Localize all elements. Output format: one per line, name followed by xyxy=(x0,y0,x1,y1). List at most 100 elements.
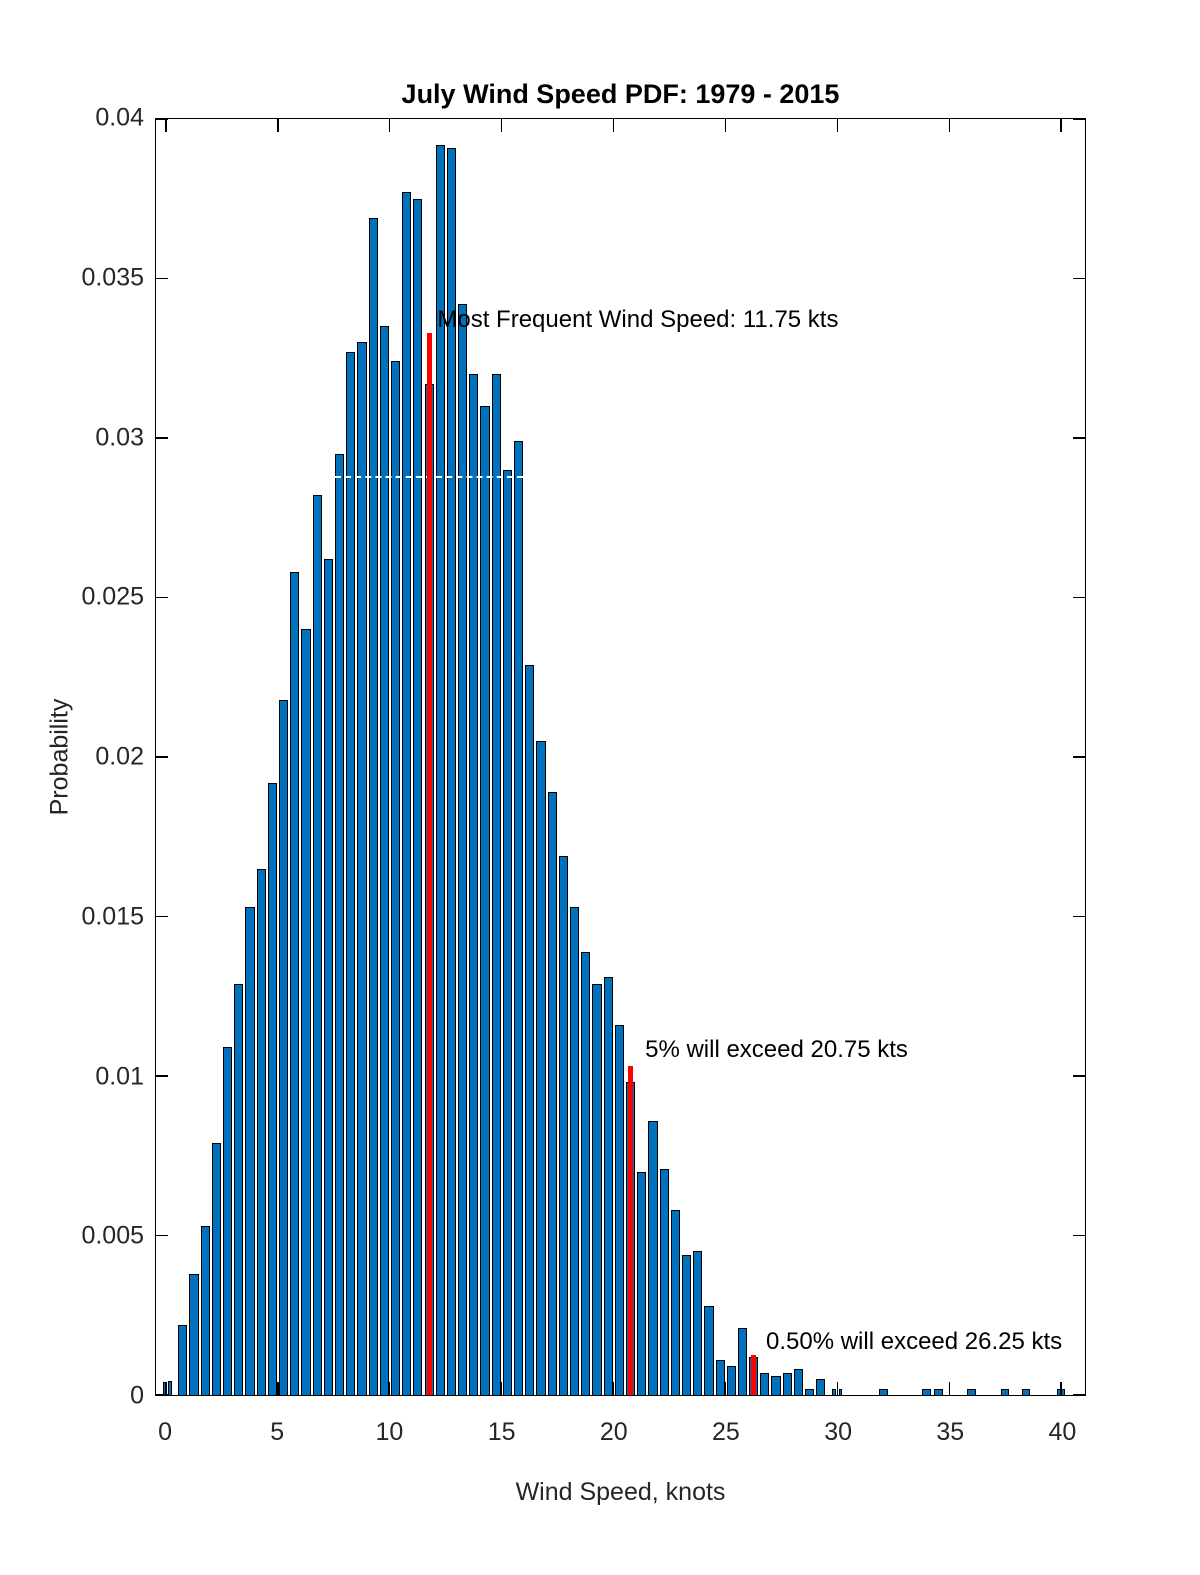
histogram-bar xyxy=(402,192,412,1395)
chart-title: July Wind Speed PDF: 1979 - 2015 xyxy=(401,79,840,109)
histogram-bar xyxy=(693,1251,703,1395)
x-tick xyxy=(500,1382,503,1395)
y-tick-label: 0.025 xyxy=(81,582,144,611)
histogram-bar xyxy=(189,1273,199,1395)
histogram-bar xyxy=(200,1225,210,1395)
histogram-bar xyxy=(390,361,401,1395)
histogram-bar xyxy=(715,1359,725,1395)
x-tick xyxy=(836,119,839,132)
threshold-line-0.5-percent-exceedance xyxy=(751,1355,757,1395)
y-tick xyxy=(1073,118,1085,120)
histogram-bar xyxy=(312,495,322,1395)
y-tick xyxy=(156,1394,168,1396)
histogram-bar xyxy=(301,629,311,1395)
x-tick-label: 15 xyxy=(487,1418,516,1446)
histogram-bar xyxy=(256,868,266,1395)
plot-area: Most Frequent Wind Speed: 11.75 kts 5% wi… xyxy=(155,118,1086,1396)
histogram-bar xyxy=(637,1171,647,1395)
threshold-line-most-frequent xyxy=(426,332,432,1395)
y-tick xyxy=(156,277,168,279)
histogram-bar xyxy=(245,906,255,1395)
histogram-bar xyxy=(346,351,356,1395)
x-tick-label: 10 xyxy=(375,1418,404,1446)
histogram-bar xyxy=(167,1380,172,1395)
histogram-bar xyxy=(581,951,591,1395)
histogram-bar xyxy=(458,304,468,1395)
histogram-bar xyxy=(614,1024,624,1395)
threshold-line-5-percent-exceedance xyxy=(628,1066,634,1395)
y-tick xyxy=(1073,277,1085,279)
histogram-bar xyxy=(831,1388,836,1395)
histogram-bar xyxy=(502,469,513,1395)
x-tick xyxy=(277,119,279,132)
histogram-bar xyxy=(737,1328,748,1395)
x-tick xyxy=(948,1382,951,1395)
histogram-bar xyxy=(603,977,613,1395)
y-tick xyxy=(1073,1394,1085,1396)
histogram-bar xyxy=(967,1388,976,1395)
histogram-bar xyxy=(771,1375,781,1395)
histogram-bar xyxy=(659,1168,669,1395)
x-tick xyxy=(165,119,167,132)
histogram-bar xyxy=(525,664,535,1395)
x-tick-label: 35 xyxy=(936,1418,965,1446)
histogram-bar xyxy=(279,699,289,1395)
histogram-bar xyxy=(290,571,300,1395)
histogram-bar xyxy=(838,1388,843,1395)
histogram-bar xyxy=(648,1120,658,1395)
histogram-bar xyxy=(878,1388,889,1395)
x-tick-label: 0 xyxy=(158,1418,173,1446)
y-tick xyxy=(156,756,168,758)
histogram-bar xyxy=(726,1366,736,1395)
histogram-bar xyxy=(368,217,378,1395)
x-tick xyxy=(388,1382,391,1395)
histogram-bar xyxy=(558,855,568,1395)
histogram-bar xyxy=(211,1143,222,1395)
y-tick xyxy=(156,1234,168,1236)
histogram-bar xyxy=(1000,1388,1010,1395)
y-tick-label: 0.015 xyxy=(81,902,144,931)
x-tick-label: 5 xyxy=(270,1418,285,1446)
x-tick xyxy=(948,119,951,132)
histogram-bar xyxy=(413,198,423,1395)
x-tick xyxy=(1060,119,1062,132)
y-tick xyxy=(1073,1075,1085,1077)
x-tick xyxy=(165,1382,167,1395)
x-tick xyxy=(612,1382,615,1395)
histogram-bar xyxy=(435,144,445,1395)
histogram-bar xyxy=(760,1372,770,1395)
histogram-bar xyxy=(805,1388,815,1395)
x-tick-label: 30 xyxy=(824,1418,852,1446)
y-tick xyxy=(1073,437,1085,439)
y-tick xyxy=(156,437,168,439)
x-tick-label: 25 xyxy=(712,1418,740,1446)
y-tick-label: 0.01 xyxy=(95,1062,144,1090)
y-tick xyxy=(156,1075,168,1077)
y-tick xyxy=(1073,1234,1085,1236)
histogram-bar xyxy=(480,406,490,1395)
histogram-bar xyxy=(469,374,479,1395)
y-tick xyxy=(1073,915,1085,917)
histogram-bar xyxy=(536,741,546,1395)
histogram-bar xyxy=(446,147,457,1395)
histogram-bar xyxy=(793,1369,804,1395)
histogram-bar xyxy=(570,906,580,1395)
y-tick-label: 0.04 xyxy=(95,103,144,132)
annotation-1: Most Frequent Wind Speed: 11.75 kts xyxy=(437,305,839,333)
histogram-bar xyxy=(670,1209,680,1395)
y-tick xyxy=(1073,756,1085,758)
annotation-3: 0.50% will exceed 26.25 kts xyxy=(766,1328,1063,1356)
histogram-bar xyxy=(323,559,333,1395)
histogram-bar xyxy=(547,792,557,1395)
histogram-bar xyxy=(223,1047,233,1395)
histogram-bar xyxy=(704,1305,714,1395)
x-tick xyxy=(500,119,503,132)
x-tick xyxy=(1060,1382,1062,1395)
y-tick-label: 0.035 xyxy=(81,263,144,292)
histogram-bar xyxy=(782,1372,792,1395)
x-tick xyxy=(612,119,615,132)
x-tick xyxy=(277,1382,279,1395)
histogram-bar xyxy=(491,374,501,1395)
histogram-bar xyxy=(267,782,277,1395)
x-tick-label: 40 xyxy=(1048,1418,1077,1446)
